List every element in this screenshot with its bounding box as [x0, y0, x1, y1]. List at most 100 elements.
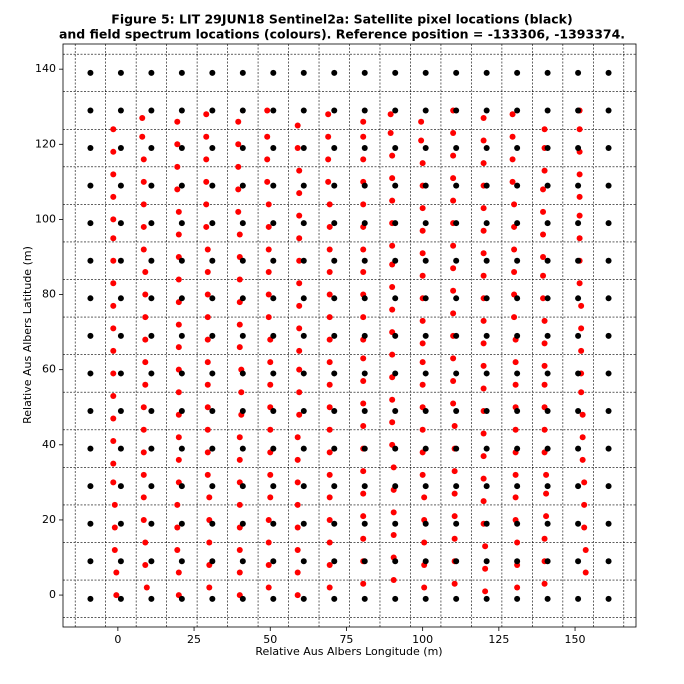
point: [544, 145, 551, 152]
point: [480, 475, 487, 482]
point: [418, 137, 425, 144]
point: [267, 471, 274, 478]
point: [270, 520, 277, 527]
point: [514, 107, 521, 114]
point: [87, 107, 94, 114]
point: [578, 302, 585, 309]
point: [540, 231, 547, 238]
point: [389, 152, 396, 159]
point: [575, 520, 582, 527]
point: [451, 423, 458, 430]
point: [480, 430, 487, 437]
point: [204, 404, 211, 411]
point: [361, 220, 368, 227]
point: [483, 332, 490, 339]
point: [87, 257, 94, 264]
point: [392, 370, 399, 377]
point: [392, 107, 399, 114]
point: [419, 471, 426, 478]
point: [450, 152, 457, 159]
point: [360, 377, 367, 384]
point: [389, 419, 396, 426]
point: [270, 558, 277, 565]
point: [110, 347, 117, 354]
point: [117, 483, 124, 490]
point: [265, 562, 272, 569]
point: [451, 513, 458, 520]
point: [140, 246, 147, 253]
point: [422, 295, 429, 302]
point: [540, 272, 547, 279]
point: [387, 130, 394, 137]
point: [514, 332, 521, 339]
point: [576, 171, 583, 178]
point: [450, 242, 457, 249]
point: [422, 520, 429, 527]
point: [331, 69, 338, 76]
point: [422, 595, 429, 602]
point: [270, 220, 277, 227]
point: [178, 182, 185, 189]
point: [117, 220, 124, 227]
point: [294, 456, 301, 463]
point: [236, 456, 243, 463]
point: [326, 404, 333, 411]
point: [110, 193, 117, 200]
point: [605, 220, 612, 227]
point: [392, 520, 399, 527]
point: [175, 456, 182, 463]
point: [421, 584, 428, 591]
point: [270, 145, 277, 152]
point: [392, 558, 399, 565]
point: [575, 182, 582, 189]
point: [480, 160, 487, 167]
point: [543, 490, 550, 497]
point: [236, 569, 243, 576]
point: [148, 220, 155, 227]
point: [544, 257, 551, 264]
point: [203, 133, 210, 140]
point: [87, 295, 94, 302]
point: [482, 588, 489, 595]
point: [294, 546, 301, 553]
point: [239, 408, 246, 415]
point: [148, 558, 155, 565]
point: [239, 220, 246, 227]
point: [422, 69, 429, 76]
point: [421, 494, 428, 501]
point: [419, 340, 426, 347]
point: [178, 257, 185, 264]
point: [480, 137, 487, 144]
point: [605, 595, 612, 602]
point: [294, 524, 301, 531]
point: [605, 257, 612, 264]
point: [422, 107, 429, 114]
point: [331, 595, 338, 602]
point: [453, 408, 460, 415]
point: [296, 280, 303, 287]
point: [541, 126, 548, 133]
point: [209, 595, 216, 602]
point: [326, 471, 333, 478]
point: [296, 167, 303, 174]
point: [360, 156, 367, 163]
point: [331, 107, 338, 114]
point: [389, 197, 396, 204]
point: [541, 535, 548, 542]
point: [325, 178, 332, 185]
point: [514, 69, 521, 76]
point: [360, 535, 367, 542]
point: [148, 595, 155, 602]
point: [142, 314, 149, 321]
point: [148, 370, 155, 377]
point: [204, 471, 211, 478]
point: [178, 295, 185, 302]
point: [514, 595, 521, 602]
point: [326, 516, 333, 523]
point: [117, 558, 124, 565]
point: [113, 569, 120, 576]
point: [326, 223, 333, 230]
point: [575, 483, 582, 490]
point: [419, 205, 426, 212]
point: [575, 257, 582, 264]
